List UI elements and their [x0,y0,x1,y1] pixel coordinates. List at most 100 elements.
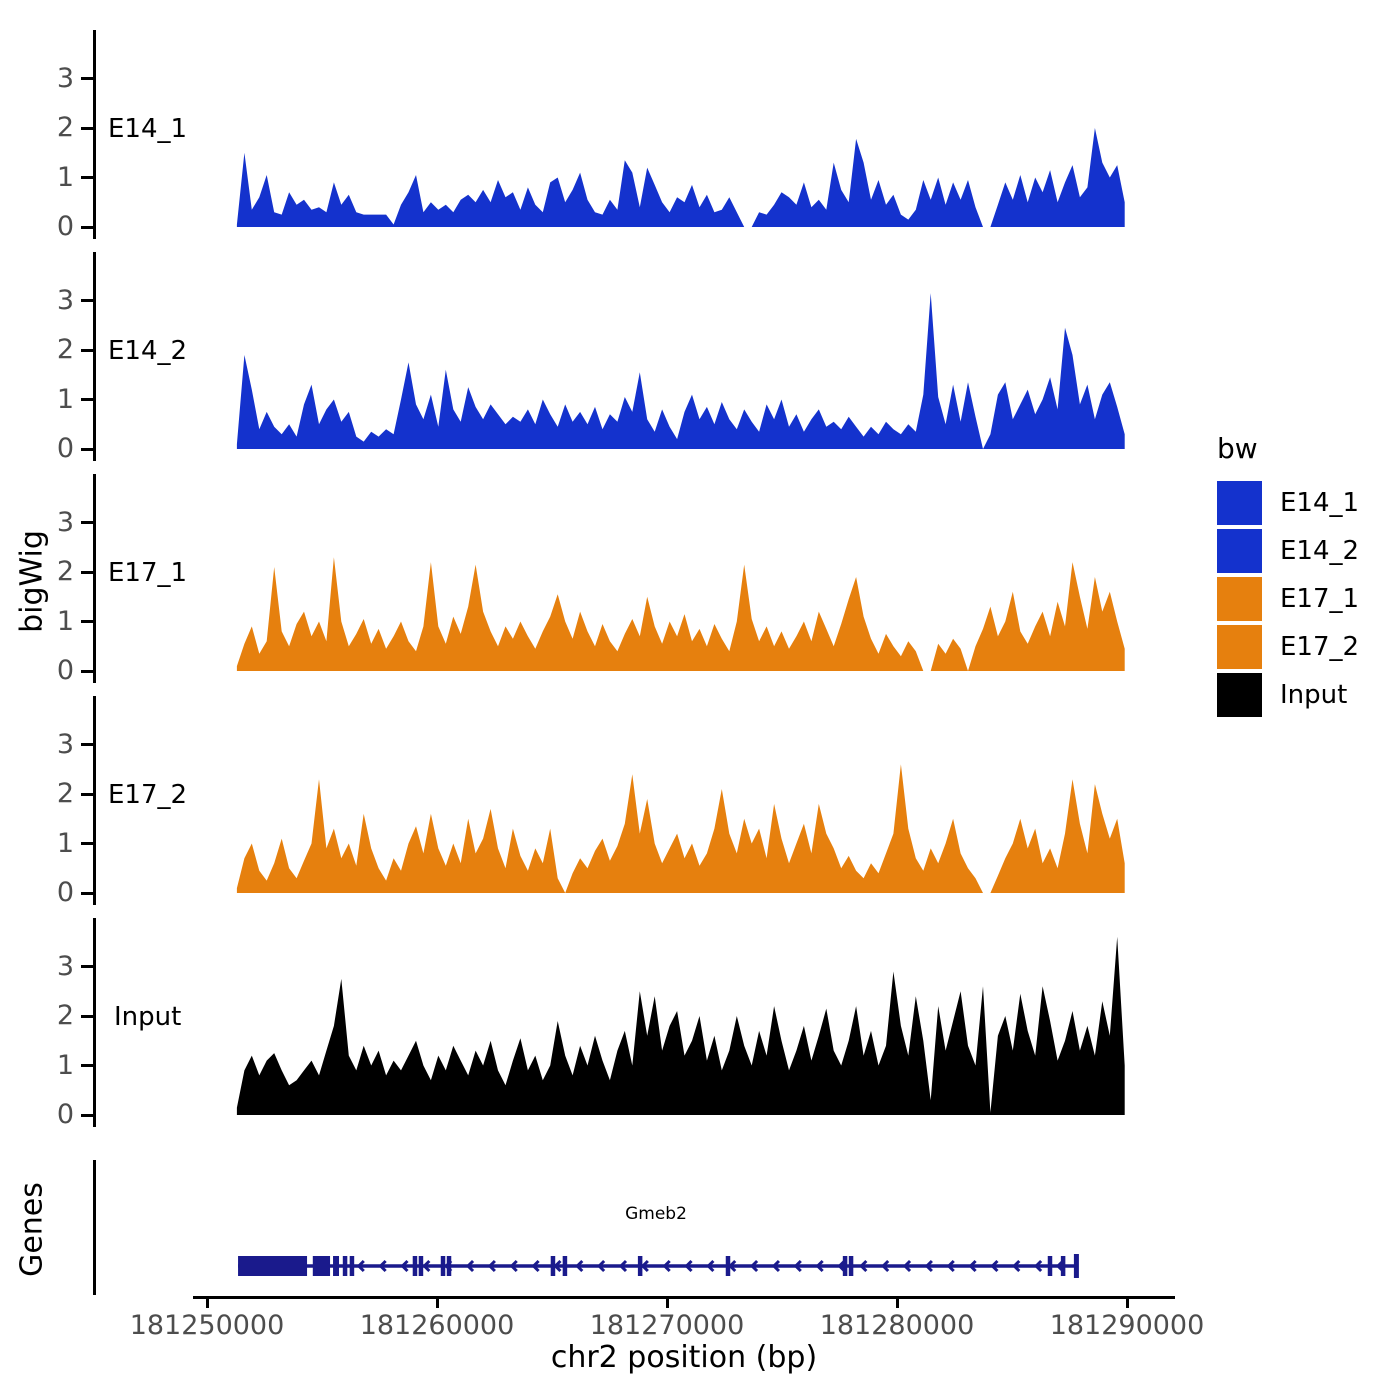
legend-label: E14_1 [1280,488,1360,518]
x-tick-label: 181250000 [129,1310,285,1341]
y-tick-label: 2 [56,1000,74,1031]
gene-strand-arrow [946,1259,955,1273]
gene-strand-arrow [990,1259,999,1273]
y-axis-line [93,252,96,461]
x-tick [895,1299,899,1308]
signal-area-svg [236,293,1125,449]
y-tick-label: 0 [56,433,74,464]
gene-strand-arrow [968,1259,977,1273]
gene-strand-arrow [684,1259,693,1273]
gene-end-bar [1073,1254,1079,1278]
y-tick-label: 0 [56,211,74,242]
legend-item: E14_1 [1217,481,1359,525]
y-tick [81,842,94,845]
y-tick-label: 1 [56,1049,74,1081]
signal-area-E17_2 [236,764,1125,893]
y-tick-label: 3 [56,62,74,94]
y-tick-label: 1 [56,605,74,637]
legend-swatch-e17-1 [1217,577,1262,621]
track-label: Input [114,1002,182,1032]
track-panel-e14-2: E14_2 0 1 2 3 [0,252,1400,464]
legend-item: E17_2 [1217,625,1359,669]
signal-area-svg [236,557,1125,671]
gene-exon-mark [1060,1256,1066,1276]
gene-exon-mark [848,1256,854,1276]
y-tick-label: 2 [56,112,74,143]
y-tick-label: 2 [56,778,74,809]
x-tick [1125,1299,1129,1308]
y-tick [81,570,94,574]
genes-axis-line [93,1160,96,1295]
gene-exon-mark [412,1256,418,1276]
y-tick-label: 3 [56,950,74,982]
legend-swatch-e14-2 [1217,529,1262,573]
track-label: E14_2 [108,336,188,366]
signal-area-svg [236,764,1125,893]
gene-exon-mark [562,1256,568,1276]
gene-strand-arrow [422,1259,431,1273]
gene-strand-arrow [400,1259,409,1273]
legend-swatch-input [1217,673,1262,717]
y-tick [81,1113,94,1117]
y-axis-line [93,918,96,1127]
y-tick [81,743,94,746]
gene-exon-box [238,1256,308,1276]
y-tick [81,965,94,968]
gene-strand-arrow [749,1259,759,1273]
x-axis-line [193,1296,1175,1299]
y-tick-label: 1 [56,827,74,859]
y-tick [81,620,94,623]
y-tick-label: 3 [56,728,74,760]
y-tick-label: 3 [56,284,74,316]
x-tick-label: 181290000 [1049,1310,1205,1341]
gene-strand-arrow [837,1259,846,1273]
gene-strand-arrow [793,1259,802,1273]
gene-exon-mark [342,1256,348,1276]
x-tick-label: 181270000 [589,1310,745,1341]
gene-strand-arrow [597,1259,606,1273]
y-axis-line [93,474,96,683]
gene-exon-mark [446,1256,452,1276]
gene-strand-arrow [553,1259,562,1273]
y-tick [81,521,94,524]
gene-exon-mark [842,1256,848,1276]
gene-strand-arrow [575,1259,584,1273]
legend-label: E17_1 [1280,584,1360,614]
y-tick [81,1064,94,1067]
legend-label: E14_2 [1280,536,1360,566]
gene-strand-arrow [728,1259,737,1273]
y-tick [81,225,94,229]
x-tick [435,1299,439,1308]
legend-item: Input [1217,673,1359,717]
legend-label: Input [1280,680,1348,710]
gene-strand-arrow [444,1259,453,1273]
y-tick [81,447,94,451]
y-tick [81,792,94,796]
gene-exon-mark [418,1256,424,1276]
gene-exon-mark [440,1256,446,1276]
y-tick-label: 2 [56,556,74,587]
gene-strand-arrow [902,1259,912,1273]
y-tick [81,398,94,401]
gene-strand-arrow [662,1259,671,1273]
track-panel-e14-1: E14_1 0 1 2 3 [0,30,1400,242]
legend-title: bw [1217,432,1258,465]
y-tick-label: 1 [56,383,74,415]
gene-strand-arrow [706,1259,715,1273]
y-tick [81,126,94,130]
gene-exon-box [312,1256,331,1276]
track-panel-e17-2: E17_2 0 1 2 3 [0,696,1400,908]
gene-strand-arrow [487,1259,496,1273]
gene-strand-arrow [1034,1259,1043,1273]
x-tick [205,1299,209,1308]
gene-strand-arrow [465,1259,475,1273]
track-panel-e17-1: E17_1 0 1 2 3 [0,474,1400,686]
gene-exon-mark [550,1256,556,1276]
y-tick [81,176,94,179]
gene-strand-arrow [771,1259,781,1273]
signal-area-svg [236,936,1125,1115]
legend-swatch-e17-2 [1217,625,1262,669]
y-axis-line [93,30,96,239]
gene-exon-box [333,1256,340,1276]
